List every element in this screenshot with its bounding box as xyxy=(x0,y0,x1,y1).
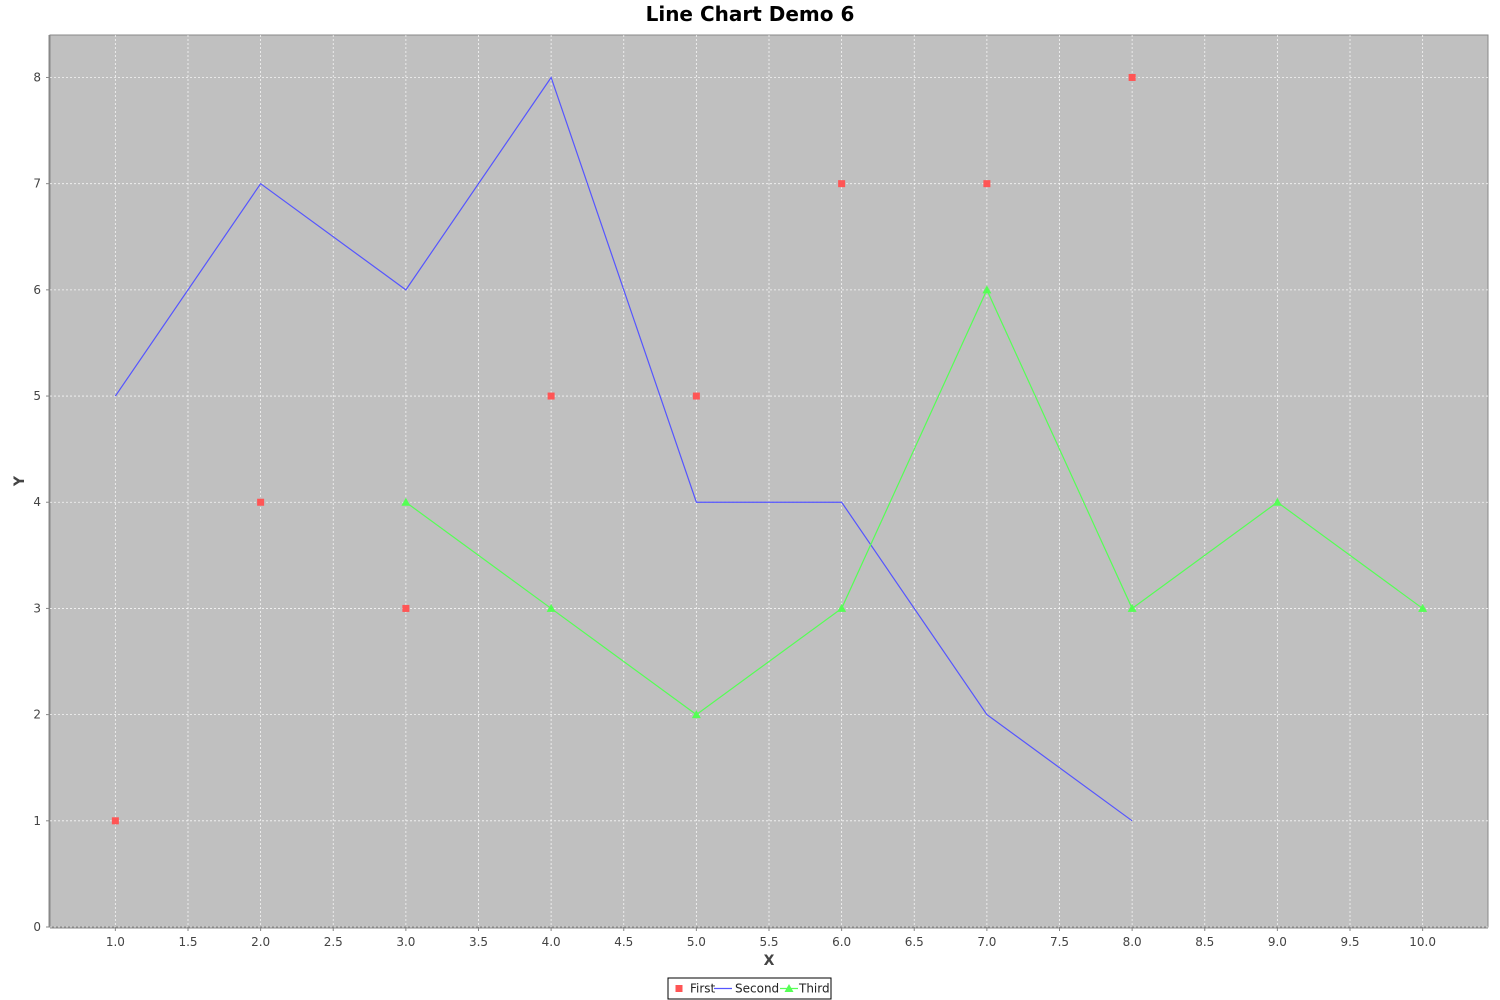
x-axis-label: X xyxy=(764,953,775,969)
legend-first-swatch-marker xyxy=(675,985,683,992)
x-tick-label: 1.0 xyxy=(106,935,125,949)
x-tick-label: 7.5 xyxy=(1050,935,1069,949)
series-third-point xyxy=(401,497,411,506)
series-third-point xyxy=(837,603,847,612)
legend-item-first: First xyxy=(675,982,716,996)
series-first-point xyxy=(402,604,410,612)
legend-third-swatch-marker xyxy=(784,984,794,992)
series-third-point xyxy=(1127,603,1137,612)
legend-third-label: Third xyxy=(798,982,830,996)
legend-second-label: Second xyxy=(735,982,779,996)
series-first-point xyxy=(692,392,700,400)
legend-item-third: Third xyxy=(780,982,830,996)
x-tick-label: 4.5 xyxy=(614,935,633,949)
series-second xyxy=(114,76,1133,822)
legend-item-second: Second xyxy=(714,982,779,996)
y-tick-label: 4 xyxy=(33,495,41,509)
y-axis-label: Y xyxy=(12,475,28,487)
x-tick-label: 1.5 xyxy=(178,935,197,949)
legend: First Second Third xyxy=(667,977,832,1000)
y-tick-label: 6 xyxy=(33,283,41,297)
y-tick-label: 3 xyxy=(33,601,41,615)
series-second-line xyxy=(114,76,1133,822)
series-third-line xyxy=(405,288,1423,716)
series-layer xyxy=(111,73,1428,825)
legend-box xyxy=(667,977,832,1000)
x-tick-label: 5.5 xyxy=(759,935,778,949)
series-first-point xyxy=(547,392,555,400)
x-tick-label: 2.0 xyxy=(251,935,270,949)
x-tick-label: 10.0 xyxy=(1409,935,1436,949)
series-first-point xyxy=(983,180,991,188)
y-tick-label: 0 xyxy=(33,920,41,934)
x-tick-label: 4.0 xyxy=(542,935,561,949)
y-tick-label: 5 xyxy=(33,389,41,403)
x-tick-label: 3.0 xyxy=(396,935,415,949)
series-third-point xyxy=(691,710,701,719)
series-third-point xyxy=(1418,603,1428,612)
x-tick-label: 2.5 xyxy=(324,935,343,949)
series-first-point xyxy=(111,817,119,825)
x-tick-label: 7.0 xyxy=(977,935,996,949)
series-first-point xyxy=(257,498,265,506)
series-third-point xyxy=(546,603,556,612)
x-tick-label: 9.0 xyxy=(1268,935,1287,949)
x-tick-label: 8.0 xyxy=(1123,935,1142,949)
y-tick-label: 7 xyxy=(33,177,41,191)
series-first-point xyxy=(1128,73,1136,81)
y-tick-label: 2 xyxy=(33,708,41,722)
series-third xyxy=(401,285,1428,719)
x-tick-label: 9.5 xyxy=(1340,935,1359,949)
x-tick-label: 5.0 xyxy=(687,935,706,949)
legend-first-label: First xyxy=(690,982,716,996)
series-first xyxy=(111,73,1136,825)
chart-title: Line Chart Demo 6 xyxy=(646,2,855,26)
series-third-point xyxy=(1272,497,1282,506)
series-third-point xyxy=(982,285,992,294)
y-tick-label: 8 xyxy=(33,70,41,84)
y-tick-label: 1 xyxy=(33,814,41,828)
x-tick-label: 3.5 xyxy=(469,935,488,949)
x-tick-label: 8.5 xyxy=(1195,935,1214,949)
axes: 1.0 1.5 2.0 2.5 3.0 3.5 4.0 4.5 5.0 5.5 6.0 6.5 7.0 7… xyxy=(33,35,1488,949)
x-tick-label: 6.0 xyxy=(832,935,851,949)
series-first-point xyxy=(838,180,846,188)
x-tick-label: 6.5 xyxy=(905,935,924,949)
